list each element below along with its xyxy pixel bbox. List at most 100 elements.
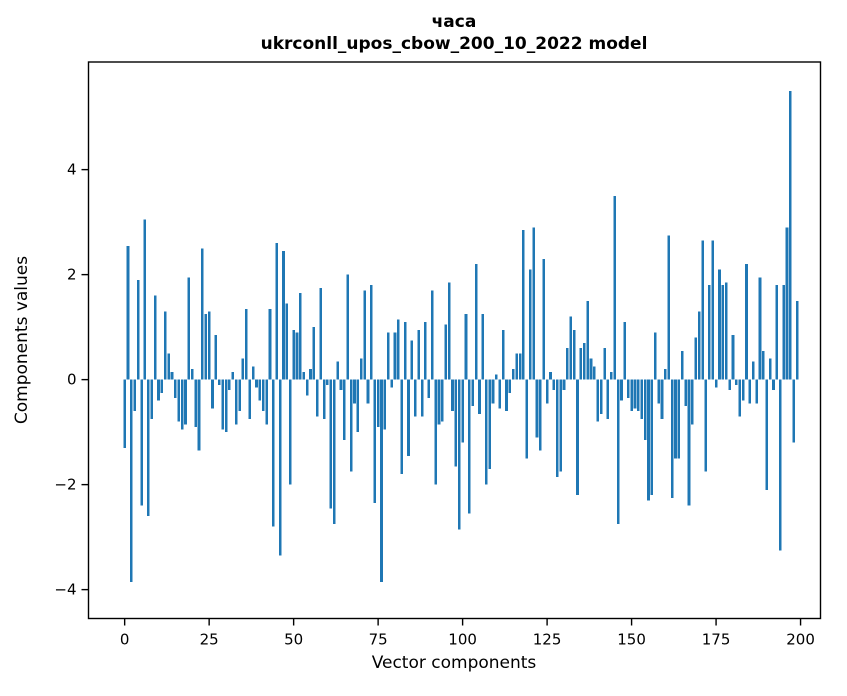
bar (772, 379, 775, 391)
bar (339, 379, 343, 391)
bar (515, 353, 518, 380)
bar (319, 287, 322, 380)
bar (373, 379, 377, 504)
bar (586, 300, 589, 380)
bar (704, 379, 708, 472)
bar (430, 290, 434, 380)
bar (400, 379, 404, 475)
chart-title-word: часа (432, 12, 477, 32)
bar (326, 379, 329, 385)
bar (657, 379, 660, 404)
x-tick-label: 50 (284, 631, 303, 649)
bar (491, 379, 495, 404)
bar (768, 358, 772, 380)
bar (336, 361, 339, 380)
x-tick-label: 150 (617, 631, 646, 649)
x-tick-label: 100 (448, 631, 477, 649)
bar (386, 332, 390, 380)
bar (792, 379, 796, 443)
bar (268, 308, 272, 380)
bar (231, 371, 235, 380)
y-tick-label: 4 (67, 161, 77, 179)
bar (184, 379, 187, 425)
bar (566, 348, 569, 380)
bar (163, 311, 167, 380)
bar (643, 379, 647, 441)
bar (593, 366, 596, 380)
bar (190, 369, 194, 380)
bar (424, 321, 427, 380)
bar (677, 379, 681, 459)
bar (660, 379, 664, 420)
bar (576, 379, 579, 496)
bar (464, 314, 468, 380)
bar (579, 348, 583, 380)
bar (305, 379, 309, 396)
bar (498, 379, 502, 409)
bar (275, 243, 279, 380)
bar (562, 379, 566, 391)
bar (599, 379, 603, 414)
bar (501, 329, 505, 380)
bar (694, 337, 698, 380)
bar (555, 379, 559, 477)
bar (343, 379, 346, 441)
bar (356, 379, 360, 433)
x-tick-label: 0 (120, 631, 130, 649)
bar (299, 293, 302, 380)
bar (207, 311, 211, 380)
bar (187, 277, 191, 380)
bar (272, 379, 275, 527)
bar (539, 379, 542, 451)
bar (370, 285, 373, 380)
bar (572, 329, 576, 380)
bar (278, 379, 282, 556)
chart-title-model: ukrconll_upos_cbow_200_10_2022 model (261, 34, 648, 54)
bar (731, 335, 735, 380)
bar (542, 258, 546, 380)
bar (758, 277, 762, 380)
bar (718, 269, 721, 380)
bar (714, 379, 718, 388)
bar (201, 248, 204, 380)
bar (518, 353, 522, 380)
y-axis-ticks: −4 −2 0 2 4 (54, 161, 89, 599)
bar (495, 374, 498, 380)
bar (228, 379, 231, 391)
bar (397, 319, 400, 380)
bar (258, 379, 262, 401)
bar (751, 361, 755, 380)
bar (522, 230, 525, 380)
bar (782, 285, 785, 380)
y-axis-label: Components values (12, 256, 32, 424)
bar (245, 308, 248, 380)
bar (762, 350, 765, 380)
bar (224, 379, 228, 433)
bar (745, 264, 748, 380)
bar (785, 227, 789, 380)
bar (143, 219, 147, 380)
bar (468, 379, 471, 514)
bar (640, 379, 644, 420)
bar (376, 379, 380, 427)
bar (153, 295, 157, 380)
bar (133, 379, 137, 412)
x-tick-label: 125 (533, 631, 562, 649)
bar (393, 332, 397, 380)
bar (626, 379, 630, 399)
bar (589, 358, 593, 380)
bar (123, 379, 126, 448)
bar (241, 358, 245, 380)
bar (478, 379, 481, 414)
bar (194, 379, 197, 427)
bar (174, 379, 177, 399)
bar (603, 348, 606, 380)
bar (775, 285, 779, 380)
bar (349, 379, 353, 472)
bar (728, 379, 731, 391)
bar (582, 342, 586, 380)
bar (197, 379, 201, 451)
bar (383, 379, 387, 430)
